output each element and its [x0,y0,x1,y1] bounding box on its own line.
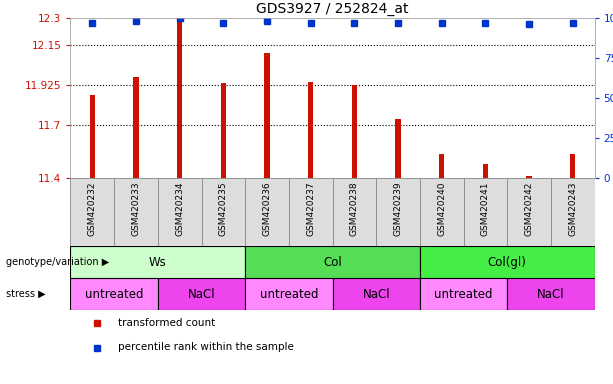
Bar [308,82,313,178]
Text: GSM420232: GSM420232 [88,181,97,236]
Text: GSM420236: GSM420236 [262,181,272,236]
Bar [158,278,245,310]
Text: NaCl: NaCl [362,288,390,301]
Text: transformed count: transformed count [118,318,215,328]
Text: percentile rank within the sample: percentile rank within the sample [118,343,294,353]
Text: Ws: Ws [149,255,167,268]
Bar [420,278,507,310]
Text: NaCl: NaCl [188,288,215,301]
Bar [463,178,507,246]
Bar [395,119,401,178]
Bar [289,178,332,246]
Bar [507,278,595,310]
Text: GSM420241: GSM420241 [481,181,490,236]
Bar [527,176,531,178]
Text: NaCl: NaCl [537,288,565,301]
Text: stress ▶: stress ▶ [6,289,46,299]
Bar [245,278,333,310]
Bar [89,95,95,178]
Bar [134,77,139,178]
Bar [202,178,245,246]
Text: GSM420234: GSM420234 [175,181,184,236]
Bar [507,178,551,246]
Text: GSM420237: GSM420237 [306,181,315,236]
Bar [114,178,158,246]
Text: genotype/variation ▶: genotype/variation ▶ [6,257,109,267]
Bar [245,246,420,278]
Text: Col: Col [323,255,342,268]
Title: GDS3927 / 252824_at: GDS3927 / 252824_at [256,2,409,16]
Text: untreated: untreated [435,288,493,301]
Bar [221,83,226,178]
Text: GSM420243: GSM420243 [568,181,577,236]
Text: GSM420242: GSM420242 [525,181,533,236]
Bar [420,246,595,278]
Text: Col(gl): Col(gl) [488,255,527,268]
Text: untreated: untreated [85,288,143,301]
Bar [333,178,376,246]
Bar [264,53,270,178]
Bar [333,278,420,310]
Bar [551,178,595,246]
Bar [352,84,357,178]
Bar [70,246,245,278]
Bar [158,178,202,246]
Text: GSM420235: GSM420235 [219,181,228,236]
Text: untreated: untreated [260,288,318,301]
Text: GSM420240: GSM420240 [437,181,446,236]
Bar [439,154,444,178]
Bar [570,154,576,178]
Bar [483,164,488,178]
Text: GSM420239: GSM420239 [394,181,403,236]
Text: GSM420233: GSM420233 [132,181,140,236]
Bar [70,278,158,310]
Text: GSM420238: GSM420238 [350,181,359,236]
Bar [70,178,114,246]
Bar [177,19,182,178]
Bar [376,178,420,246]
Bar [245,178,289,246]
Bar [420,178,463,246]
